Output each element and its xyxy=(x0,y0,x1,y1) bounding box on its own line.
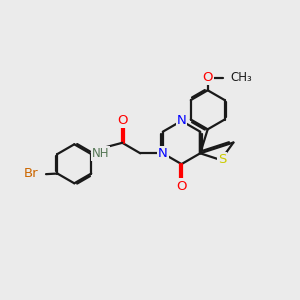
Text: O: O xyxy=(176,179,187,193)
Text: O: O xyxy=(202,71,213,84)
Text: S: S xyxy=(218,154,226,166)
Text: CH₃: CH₃ xyxy=(230,71,252,84)
Text: NH: NH xyxy=(92,147,109,160)
Text: Br: Br xyxy=(24,167,39,180)
Text: O: O xyxy=(117,114,128,127)
Text: N: N xyxy=(177,114,186,128)
Text: N: N xyxy=(158,147,168,160)
